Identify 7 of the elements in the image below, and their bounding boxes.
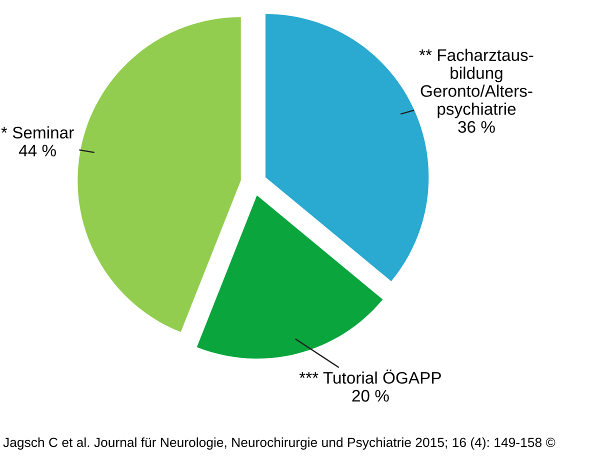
slice-label: *** Tutorial ÖGAPP bbox=[299, 370, 441, 384]
slice-label: * Seminar bbox=[1, 126, 74, 139]
data-label: 20 % bbox=[352, 390, 389, 402]
text: Jagsch C et al. Journal für Neurologie, Neurochirurgie und Psychiatrie 2015; 16 (4): 149-158 © bbox=[3, 437, 556, 450]
slice-label: ** Facharztaus- bildung Geronto/Alters- psychiatrie bbox=[419, 48, 534, 118]
data-label: 36 % bbox=[458, 121, 495, 133]
data-label: 44 % bbox=[18, 144, 56, 156]
